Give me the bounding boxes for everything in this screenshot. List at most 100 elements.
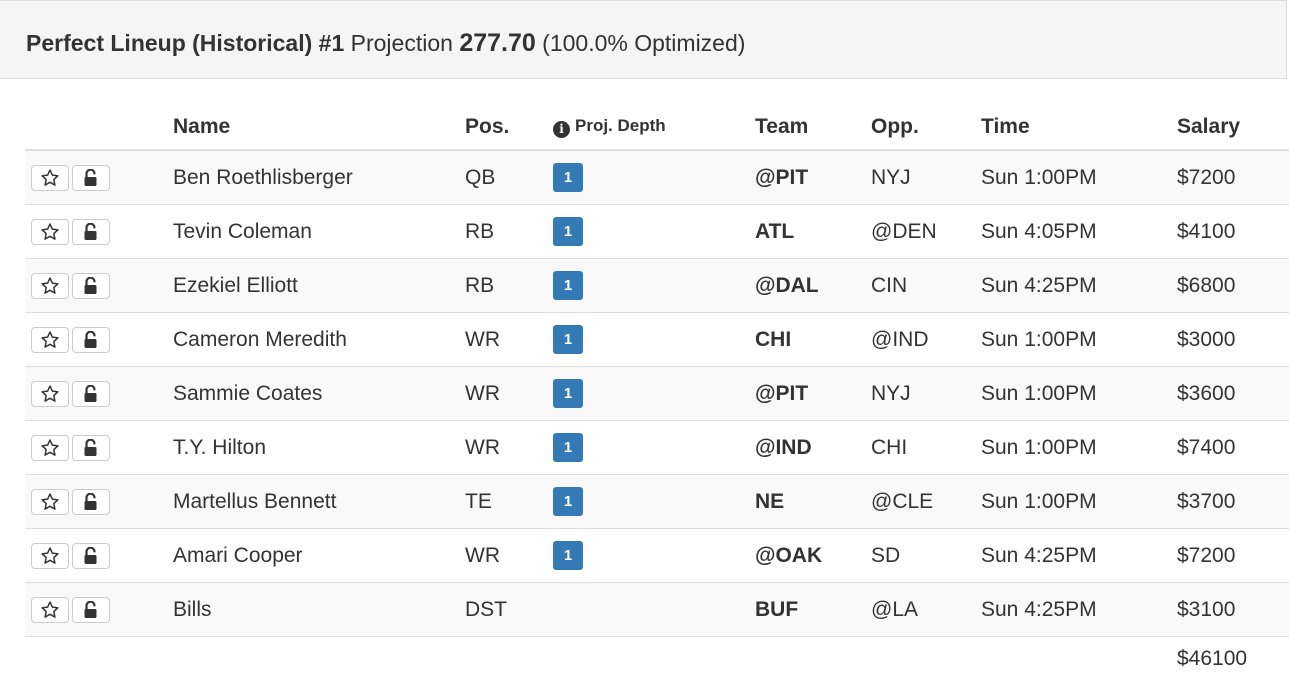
favorite-button[interactable] bbox=[31, 380, 69, 407]
row-actions bbox=[25, 420, 173, 475]
lock-button[interactable] bbox=[72, 434, 110, 461]
player-opp: @LA bbox=[871, 582, 981, 637]
favorite-button[interactable] bbox=[31, 272, 69, 299]
opp-header[interactable]: Opp. bbox=[871, 104, 981, 151]
player-salary: $7400 bbox=[1177, 420, 1289, 475]
player-team: @IND bbox=[755, 420, 871, 475]
favorite-button[interactable] bbox=[31, 542, 69, 569]
game-time: Sun 1:00PM bbox=[981, 474, 1177, 529]
game-time: Sun 1:00PM bbox=[981, 150, 1177, 205]
lineup-title: Perfect Lineup (Historical) #1 Projectio… bbox=[26, 29, 745, 57]
row-actions bbox=[25, 366, 173, 421]
game-time: Sun 1:00PM bbox=[981, 420, 1177, 475]
player-salary: $7200 bbox=[1177, 528, 1289, 583]
player-name: Cameron Meredith bbox=[173, 312, 465, 367]
player-team: @DAL bbox=[755, 258, 871, 313]
lock-button[interactable] bbox=[72, 164, 110, 191]
proj-depth-cell: 1 bbox=[553, 312, 755, 367]
table-row: T.Y. Hilton WR 1 @IND CHI Sun 1:00PM $7400 bbox=[25, 420, 1289, 475]
player-name: Sammie Coates bbox=[173, 366, 465, 421]
player-salary: $3700 bbox=[1177, 474, 1289, 529]
lock-button[interactable] bbox=[72, 596, 110, 623]
player-pos: WR bbox=[465, 312, 553, 367]
game-time: Sun 4:25PM bbox=[981, 582, 1177, 637]
name-header[interactable]: Name bbox=[173, 104, 465, 151]
depth-badge: 1 bbox=[553, 487, 583, 516]
team-header[interactable]: Team bbox=[755, 104, 871, 151]
game-time: Sun 4:05PM bbox=[981, 204, 1177, 259]
lock-button[interactable] bbox=[72, 326, 110, 353]
proj-depth-cell: 1 bbox=[553, 150, 755, 205]
player-pos: RB bbox=[465, 204, 553, 259]
favorite-button[interactable] bbox=[31, 434, 69, 461]
player-salary: $6800 bbox=[1177, 258, 1289, 313]
favorite-button[interactable] bbox=[31, 596, 69, 623]
lineup-table: Name Pos. i Proj. Depth Team Opp. Time Sa… bbox=[25, 104, 1289, 681]
game-time: Sun 4:25PM bbox=[981, 528, 1177, 583]
player-name: Ezekiel Elliott bbox=[173, 258, 465, 313]
player-pos: WR bbox=[465, 420, 553, 475]
game-time: Sun 4:25PM bbox=[981, 258, 1177, 313]
proj-depth-cell: 1 bbox=[553, 474, 755, 529]
player-team: @OAK bbox=[755, 528, 871, 583]
row-actions bbox=[25, 204, 173, 259]
player-name: Tevin Coleman bbox=[173, 204, 465, 259]
depth-header[interactable]: i Proj. Depth bbox=[553, 104, 755, 151]
favorite-button[interactable] bbox=[31, 488, 69, 515]
lock-button[interactable] bbox=[72, 218, 110, 245]
player-name: Martellus Bennett bbox=[173, 474, 465, 529]
table-row: Cameron Meredith WR 1 CHI @IND Sun 1:00PM $300… bbox=[25, 312, 1289, 367]
info-circle-icon[interactable]: i bbox=[553, 120, 570, 138]
player-opp: CIN bbox=[871, 258, 981, 313]
pos-header[interactable]: Pos. bbox=[465, 104, 553, 151]
row-actions bbox=[25, 582, 173, 637]
player-name: Bills bbox=[173, 582, 465, 637]
lock-button[interactable] bbox=[72, 542, 110, 569]
player-name: Amari Cooper bbox=[173, 528, 465, 583]
favorite-button[interactable] bbox=[31, 218, 69, 245]
time-header[interactable]: Time bbox=[981, 104, 1177, 151]
player-name: Ben Roethlisberger bbox=[173, 150, 465, 205]
proj-depth-cell: 1 bbox=[553, 420, 755, 475]
player-opp: @IND bbox=[871, 312, 981, 367]
player-pos: QB bbox=[465, 150, 553, 205]
row-actions bbox=[25, 528, 173, 583]
depth-badge: 1 bbox=[553, 217, 583, 246]
favorite-button[interactable] bbox=[31, 164, 69, 191]
player-pos: DST bbox=[465, 582, 553, 637]
projection-value: 277.70 bbox=[459, 29, 536, 57]
player-pos: WR bbox=[465, 528, 553, 583]
game-time: Sun 1:00PM bbox=[981, 366, 1177, 421]
depth-badge: 1 bbox=[553, 325, 583, 354]
player-opp: SD bbox=[871, 528, 981, 583]
player-name: T.Y. Hilton bbox=[173, 420, 465, 475]
player-salary: $3000 bbox=[1177, 312, 1289, 367]
depth-header-label: Proj. Depth bbox=[575, 115, 666, 135]
lock-button[interactable] bbox=[72, 380, 110, 407]
table-row: Ben Roethlisberger QB 1 @PIT NYJ Sun 1:00PM $7… bbox=[25, 150, 1289, 205]
proj-depth-cell bbox=[553, 582, 755, 637]
salary-header[interactable]: Salary bbox=[1177, 104, 1289, 151]
player-pos: RB bbox=[465, 258, 553, 313]
lock-button[interactable] bbox=[72, 488, 110, 515]
proj-depth-cell: 1 bbox=[553, 204, 755, 259]
projection-label: Projection bbox=[350, 30, 453, 56]
table-row: Ezekiel Elliott RB 1 @DAL CIN Sun 4:25PM $6800 bbox=[25, 258, 1289, 313]
player-team: @PIT bbox=[755, 366, 871, 421]
player-salary: $3100 bbox=[1177, 582, 1289, 637]
table-row: Tevin Coleman RB 1 ATL @DEN Sun 4:05PM $4100 bbox=[25, 204, 1289, 259]
player-team: NE bbox=[755, 474, 871, 529]
player-salary: $3600 bbox=[1177, 366, 1289, 421]
table-row: Sammie Coates WR 1 @PIT NYJ Sun 1:00PM $3600 bbox=[25, 366, 1289, 421]
lock-button[interactable] bbox=[72, 272, 110, 299]
favorite-button[interactable] bbox=[31, 326, 69, 353]
total-row: $46100 bbox=[25, 636, 1289, 681]
player-opp: NYJ bbox=[871, 366, 981, 421]
proj-depth-cell: 1 bbox=[553, 366, 755, 421]
player-pos: TE bbox=[465, 474, 553, 529]
depth-badge: 1 bbox=[553, 163, 583, 192]
row-actions bbox=[25, 312, 173, 367]
player-opp: NYJ bbox=[871, 150, 981, 205]
game-time: Sun 1:00PM bbox=[981, 312, 1177, 367]
table-row: Martellus Bennett TE 1 NE @CLE Sun 1:00PM $370… bbox=[25, 474, 1289, 529]
